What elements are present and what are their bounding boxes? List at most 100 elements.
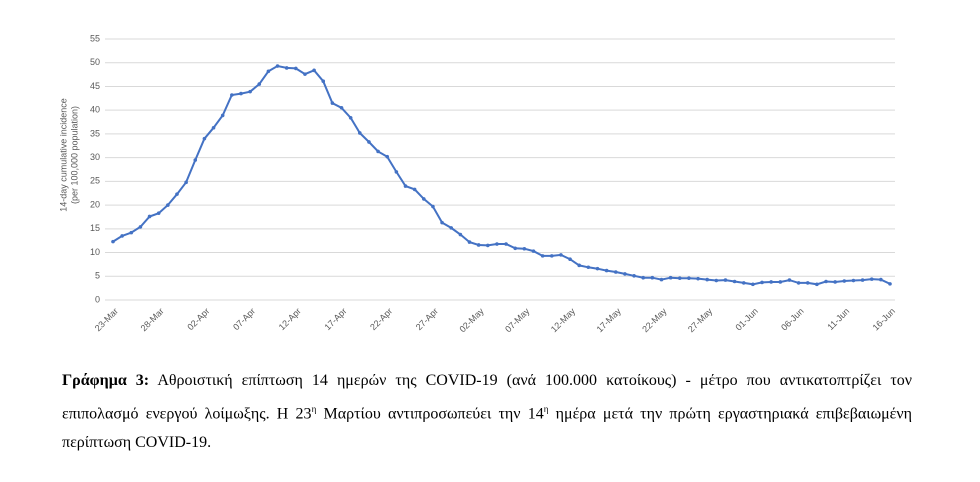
point — [504, 242, 508, 246]
y-tick-label: 20 — [90, 199, 100, 209]
point — [869, 277, 874, 281]
x-tick-label: 01-Jun — [733, 306, 760, 333]
point — [668, 275, 673, 280]
point — [120, 234, 124, 238]
point — [687, 276, 691, 280]
x-tick-label: 17-May — [595, 306, 624, 335]
y-label-line: 14-day cumulative incidence — [58, 98, 68, 212]
y-label-line: (per 100,000 population) — [69, 106, 79, 204]
point — [220, 113, 225, 118]
caption-label: Γράφημα 3: — [62, 372, 150, 389]
point — [741, 281, 746, 285]
point — [805, 281, 810, 285]
chart: 14-day cumulative incidence (per 100,000… — [58, 33, 898, 335]
point — [613, 270, 618, 274]
y-tick-label: 50 — [90, 57, 100, 67]
x-tick-label: 07-May — [503, 306, 532, 335]
x-tick-label: 16-Jun — [871, 306, 898, 333]
y-tick-label: 25 — [90, 176, 100, 186]
line — [112, 64, 891, 286]
x-tick-label: 12-Apr — [277, 306, 303, 332]
point — [166, 203, 170, 207]
point — [394, 170, 399, 174]
x-tick-label: 28-Mar — [139, 306, 166, 333]
point — [604, 268, 609, 273]
point — [586, 265, 591, 270]
point — [760, 280, 764, 285]
point — [248, 89, 252, 94]
point — [577, 263, 581, 268]
y-tick-label: 5 — [95, 271, 100, 281]
point — [129, 230, 134, 235]
y-tick-label: 55 — [90, 33, 100, 43]
point — [851, 278, 856, 283]
point — [312, 68, 316, 73]
point — [230, 93, 234, 97]
point — [833, 280, 837, 284]
point — [294, 66, 298, 71]
point — [193, 158, 198, 162]
point — [275, 64, 280, 68]
point — [321, 79, 326, 84]
point — [495, 242, 499, 246]
point — [787, 278, 792, 282]
point — [422, 197, 426, 201]
point — [485, 243, 490, 248]
caption-sup: η — [311, 404, 317, 414]
point — [778, 280, 783, 284]
point — [641, 275, 645, 280]
x-tick-label: 17-Apr — [322, 306, 348, 332]
point — [257, 82, 262, 86]
point — [659, 277, 664, 282]
point — [842, 279, 847, 283]
x-tick-label: 23-Mar — [93, 306, 120, 333]
caption-sup: η — [543, 404, 549, 414]
point — [385, 154, 390, 159]
point — [860, 278, 865, 282]
point — [330, 101, 335, 105]
x-tick-label: 27-Apr — [414, 306, 440, 332]
point — [239, 91, 243, 96]
y-tick-label: 10 — [90, 247, 100, 257]
point — [284, 66, 289, 70]
point — [175, 192, 179, 196]
caption-text: ημέρα μετά την πρώτη εργαστηριακά επιβεβ… — [62, 405, 912, 452]
x-tick-label: 07-Apr — [231, 306, 257, 332]
point — [677, 276, 682, 280]
y-tick-label: 30 — [90, 152, 100, 162]
point — [513, 246, 518, 251]
x-tick-label: 11-Jun — [825, 306, 851, 332]
point — [111, 239, 115, 244]
point — [650, 275, 655, 280]
point — [559, 253, 563, 257]
y-tick-label: 0 — [95, 294, 100, 304]
point — [449, 226, 454, 230]
x-tick-label: 02-May — [457, 306, 486, 335]
point — [714, 278, 719, 283]
point — [358, 131, 362, 135]
y-tick-label: 45 — [90, 81, 100, 91]
point — [184, 180, 188, 185]
point — [403, 184, 408, 188]
x-tick-label: 12-May — [549, 306, 578, 335]
y-tick-label: 35 — [90, 128, 100, 138]
x-tick-label: 06-Jun — [779, 306, 806, 333]
x-tick-label: 22-Apr — [368, 306, 394, 332]
point — [211, 125, 216, 130]
point — [431, 204, 435, 209]
point — [440, 220, 444, 225]
point — [367, 140, 371, 144]
point — [549, 254, 554, 258]
point — [568, 257, 572, 261]
x-tick-label: 27-May — [686, 306, 715, 335]
point — [156, 211, 161, 215]
x-tick-label: 22-May — [640, 306, 669, 335]
caption: Γράφημα 3: Αθροιστική επίπτωση 14 ημερών… — [62, 366, 912, 457]
caption-text: Αθροιστική επίπτωση 14 ημερών της COVID-… — [62, 372, 912, 423]
point — [815, 282, 819, 287]
point — [723, 278, 728, 282]
caption-text: Μαρτίου αντιπροσωπεύει την 14 — [316, 405, 544, 423]
point — [623, 272, 627, 276]
point — [595, 266, 600, 271]
point — [202, 136, 207, 141]
